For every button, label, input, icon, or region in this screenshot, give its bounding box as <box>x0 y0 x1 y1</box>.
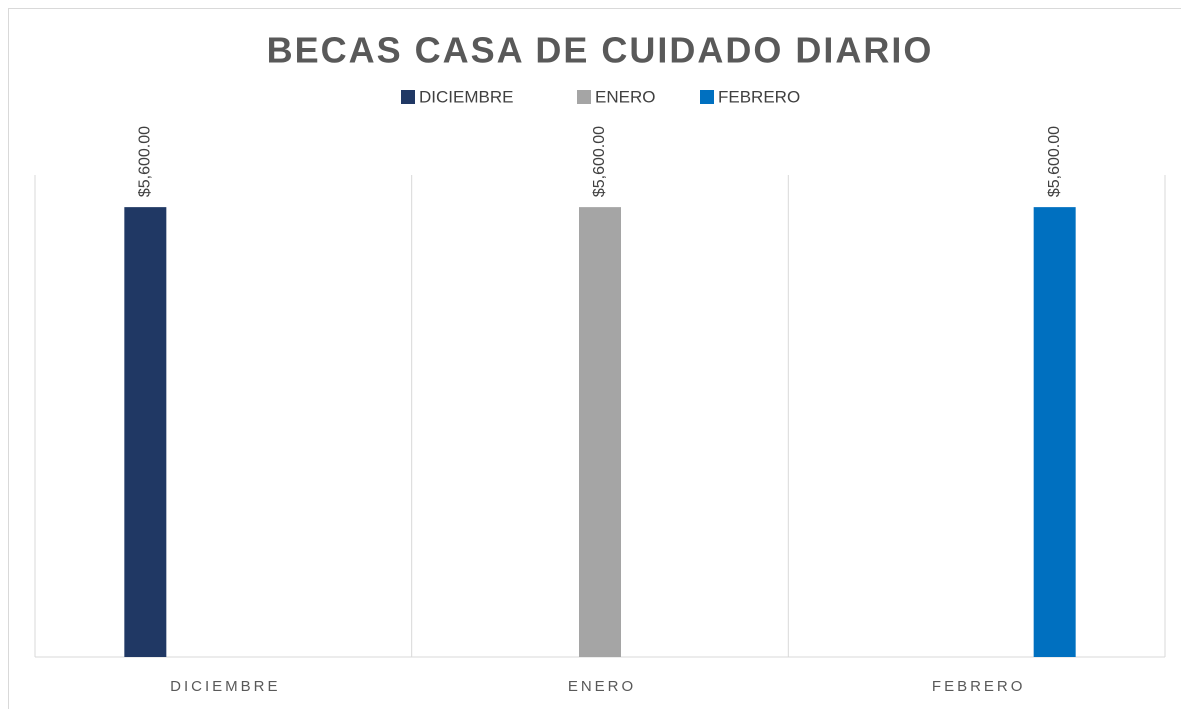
x-tick-label: FEBRERO <box>932 678 1026 695</box>
legend-label: ENERO <box>595 87 655 106</box>
data-label: $5,600.00 <box>591 126 608 197</box>
data-label: $5,600.00 <box>1046 126 1063 197</box>
legend-swatch <box>700 90 714 104</box>
data-label: $5,600.00 <box>137 126 154 197</box>
chart-title: BECAS CASA DE CUIDADO DIARIO <box>267 30 934 71</box>
legend-swatch <box>401 90 415 104</box>
bar <box>124 207 167 657</box>
legend-swatch <box>577 90 591 104</box>
x-tick-label: ENERO <box>568 678 636 695</box>
legend-label: DICIEMBRE <box>419 87 513 106</box>
chart-border <box>8 8 1181 709</box>
legend-label: FEBRERO <box>718 87 800 106</box>
bar <box>579 207 621 657</box>
bar <box>1033 207 1076 657</box>
x-tick-label: DICIEMBRE <box>170 678 280 695</box>
